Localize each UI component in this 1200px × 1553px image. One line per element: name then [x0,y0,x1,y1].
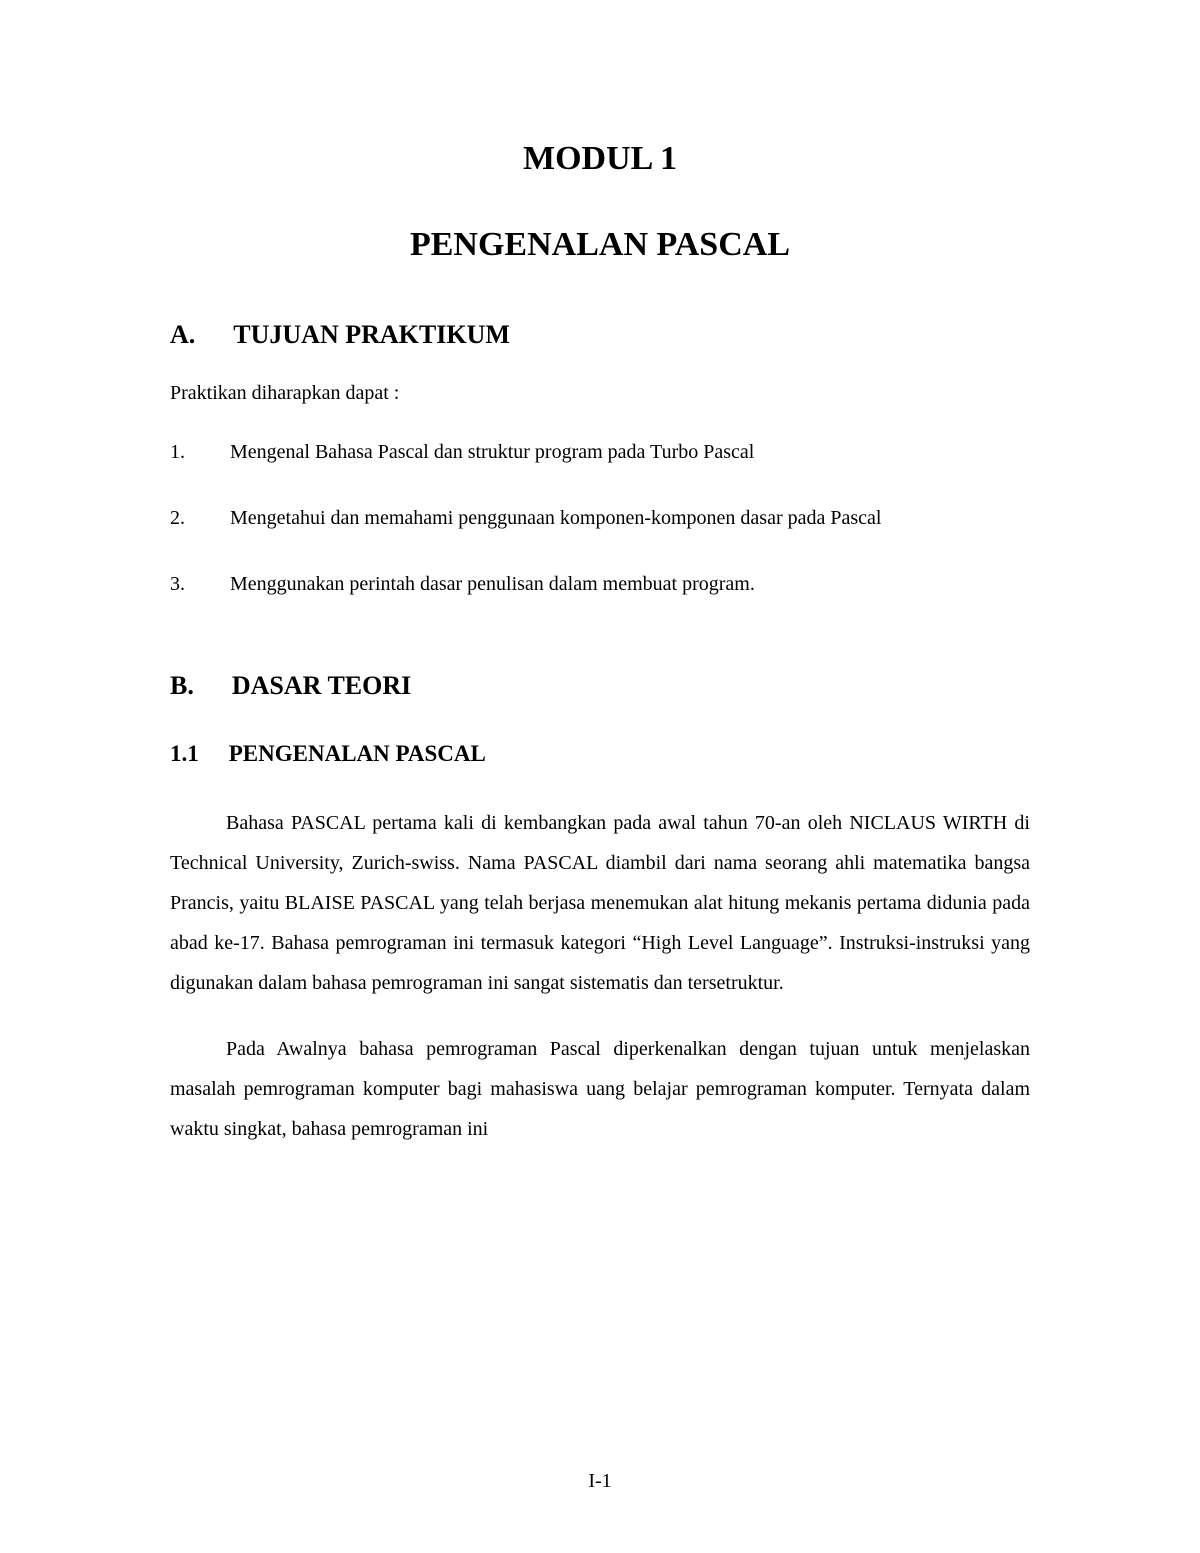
page-number: I-1 [0,1470,1200,1493]
list-item: 3. Menggunakan perintah dasar penulisan … [170,565,1030,603]
paragraph: Bahasa PASCAL pertama kali di kembangkan… [170,803,1030,1003]
subsection-heading: 1.1 PENGENALAN PASCAL [170,741,1030,767]
list-text: Mengetahui dan memahami penggunaan kompo… [230,507,881,529]
section-b-heading: B. DASAR TEORI [170,671,1030,701]
section-b-title: DASAR TEORI [232,671,411,701]
list-number: 2. [170,499,230,537]
section-b-letter: B. [170,671,194,701]
list-item: 2.Mengetahui dan memahami penggunaan kom… [170,499,1030,537]
paragraph: Pada Awalnya bahasa pemrograman Pascal d… [170,1029,1030,1149]
list-text: Menggunakan perintah dasar penulisan dal… [230,565,1030,603]
list-number: 3. [170,565,230,603]
subsection-title: PENGENALAN PASCAL [229,741,486,767]
section-a-heading: A. TUJUAN PRAKTIKUM [170,320,1030,350]
subsection-number: 1.1 [170,741,199,767]
list-text: Mengenal Bahasa Pascal dan struktur prog… [230,433,1030,471]
module-title: MODUL 1 [170,140,1030,178]
list-number: 1. [170,433,230,471]
section-a-title: TUJUAN PRAKTIKUM [233,320,510,350]
main-title: PENGENALAN PASCAL [170,226,1030,264]
section-a-letter: A. [170,320,195,350]
list-item: 1. Mengenal Bahasa Pascal dan struktur p… [170,433,1030,471]
section-a-intro: Praktikan diharapkan dapat : [170,382,1030,405]
